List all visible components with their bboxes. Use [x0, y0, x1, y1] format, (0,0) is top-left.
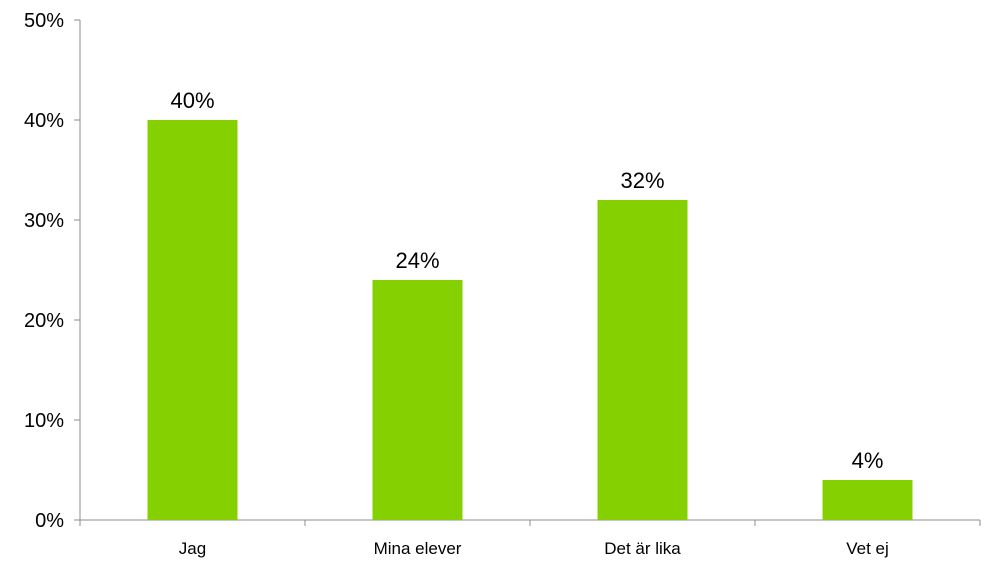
- data-label: 40%: [170, 88, 214, 113]
- x-axis: Jag Mina elever Det är lika Vet ej: [79, 519, 981, 558]
- x-tick-label: Mina elever: [374, 539, 462, 558]
- bars: [147, 120, 913, 520]
- data-label: 24%: [395, 248, 439, 273]
- bar: [597, 200, 688, 520]
- y-tick-label: 30%: [24, 210, 64, 232]
- y-tick-label: 10%: [24, 410, 64, 432]
- data-labels: 40% 24% 32% 4%: [170, 88, 883, 473]
- data-label: 32%: [620, 168, 664, 193]
- bar: [372, 280, 463, 520]
- x-tick-label: Jag: [179, 539, 206, 558]
- y-tick-label: 50%: [24, 10, 64, 32]
- y-axis: 0% 10% 20% 30% 40% 50%: [24, 10, 81, 532]
- bar: [147, 120, 238, 520]
- y-tick-label: 40%: [24, 110, 64, 132]
- x-tick-label: Vet ej: [846, 539, 889, 558]
- x-tick-label: Det är lika: [604, 539, 681, 558]
- y-tick-label: 20%: [24, 310, 64, 332]
- data-label: 4%: [852, 448, 884, 473]
- bar: [822, 480, 913, 520]
- y-tick-label: 0%: [35, 510, 64, 532]
